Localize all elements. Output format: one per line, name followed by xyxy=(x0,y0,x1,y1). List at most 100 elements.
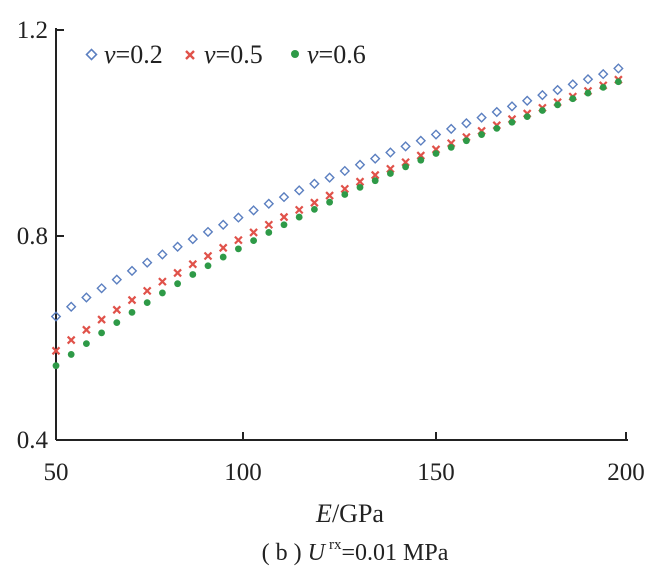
caption-superscript: rx xyxy=(329,537,342,553)
y-tick-label: 1.2 xyxy=(17,17,48,44)
x-axis-var: E xyxy=(315,499,332,528)
legend-value: =0.5 xyxy=(216,40,263,69)
legend-var: v xyxy=(104,40,116,69)
data-point-series1-10 xyxy=(203,251,213,261)
data-point-series2-33 xyxy=(554,101,561,109)
data-point-series2-31 xyxy=(523,113,531,121)
data-point-series0-4 xyxy=(111,274,123,285)
data-point-series0-6 xyxy=(141,257,153,268)
data-point-series2-37 xyxy=(615,78,622,86)
data-point-series2-19 xyxy=(341,191,349,198)
data-point-series2-24 xyxy=(417,156,425,164)
legend-label: v=0.5 xyxy=(204,40,263,69)
data-point-series1-9 xyxy=(188,259,198,269)
caption-prefix: ( b ) xyxy=(262,540,308,566)
data-point-series1-1 xyxy=(66,335,76,345)
data-point-series0-31 xyxy=(521,95,533,106)
data-point-series0-11 xyxy=(217,219,229,230)
data-point-series2-35 xyxy=(584,89,592,97)
data-point-series2-25 xyxy=(432,150,440,157)
data-point-series1-20 xyxy=(355,177,365,186)
data-point-series2-11 xyxy=(219,253,227,261)
data-point-series0-19 xyxy=(339,165,351,177)
data-point-series0-23 xyxy=(400,141,411,152)
data-marks xyxy=(50,63,624,370)
data-point-series2-30 xyxy=(508,118,516,126)
data-point-series0-2 xyxy=(81,292,92,303)
legend-label: v=0.2 xyxy=(104,40,163,69)
data-point-series2-7 xyxy=(159,289,166,297)
data-point-series1-5 xyxy=(127,295,137,305)
data-point-series0-20 xyxy=(354,159,366,171)
data-point-series2-23 xyxy=(402,163,409,171)
legend-marker-cross xyxy=(185,50,195,60)
data-point-series0-8 xyxy=(172,241,183,253)
legend-label: v=0.6 xyxy=(307,40,366,69)
data-point-series0-14 xyxy=(263,198,275,209)
data-point-series0-7 xyxy=(157,249,168,260)
data-point-series2-29 xyxy=(493,124,501,132)
x-tick-label: 100 xyxy=(224,459,262,486)
data-point-series1-16 xyxy=(294,205,304,215)
data-point-series2-16 xyxy=(295,213,303,221)
y-tick-label: 0.4 xyxy=(17,427,49,454)
data-point-series1-19 xyxy=(340,184,350,194)
data-point-series1-14 xyxy=(264,220,274,230)
data-point-series2-10 xyxy=(204,262,212,270)
legend-entry-v06: v=0.6 xyxy=(291,40,366,69)
data-point-series0-21 xyxy=(369,153,381,164)
data-point-series2-9 xyxy=(189,271,197,278)
data-point-series2-21 xyxy=(371,177,379,185)
data-point-series2-22 xyxy=(387,170,394,177)
data-point-series2-13 xyxy=(250,237,257,245)
data-point-series0-1 xyxy=(65,301,77,312)
data-point-series0-9 xyxy=(187,233,199,245)
legend-entry-v05: v=0.5 xyxy=(185,40,263,69)
data-point-series1-13 xyxy=(249,228,258,237)
data-point-series0-33 xyxy=(552,84,563,96)
data-point-series1-7 xyxy=(158,277,167,286)
x-tick-label: 50 xyxy=(44,459,69,486)
data-point-series0-28 xyxy=(476,112,487,123)
data-point-series2-17 xyxy=(311,205,318,213)
data-point-series0-5 xyxy=(126,265,138,277)
data-point-series0-10 xyxy=(202,226,214,238)
data-point-series2-5 xyxy=(128,308,136,316)
caption-var: U xyxy=(308,540,327,566)
data-point-series0-29 xyxy=(491,106,503,118)
data-point-series0-18 xyxy=(324,172,335,183)
data-point-series1-18 xyxy=(325,191,334,200)
data-point-series2-14 xyxy=(265,229,273,236)
legend-value: =0.2 xyxy=(116,40,163,69)
data-point-series0-22 xyxy=(385,147,396,158)
data-point-series0-24 xyxy=(415,135,427,146)
data-point-series1-21 xyxy=(370,170,380,180)
data-point-series0-36 xyxy=(597,68,609,80)
data-point-series0-13 xyxy=(248,205,259,216)
data-point-series0-16 xyxy=(293,185,305,196)
data-point-series1-6 xyxy=(142,286,152,296)
data-point-series2-27 xyxy=(463,137,470,145)
legend-var: v xyxy=(307,40,319,69)
data-point-series1-15 xyxy=(279,212,289,222)
data-point-series2-1 xyxy=(67,351,75,358)
data-point-series2-4 xyxy=(113,319,121,327)
data-point-series1-11 xyxy=(218,243,228,253)
data-point-series2-3 xyxy=(98,329,105,337)
data-point-series0-0 xyxy=(50,311,62,322)
data-point-series1-12 xyxy=(234,235,243,245)
data-point-series0-35 xyxy=(582,73,594,85)
data-point-series0-25 xyxy=(430,129,442,140)
data-point-series1-17 xyxy=(310,198,319,207)
data-point-series2-12 xyxy=(235,245,242,253)
data-point-series1-4 xyxy=(112,305,122,315)
data-point-series0-17 xyxy=(309,178,320,189)
data-point-series1-8 xyxy=(173,268,182,278)
y-tick-label: 0.8 xyxy=(17,223,48,250)
data-point-series2-15 xyxy=(280,221,288,229)
data-point-series2-36 xyxy=(599,84,607,91)
legend-marker-diamond xyxy=(85,48,98,61)
data-point-series0-34 xyxy=(567,79,579,90)
data-point-series2-34 xyxy=(569,95,577,103)
